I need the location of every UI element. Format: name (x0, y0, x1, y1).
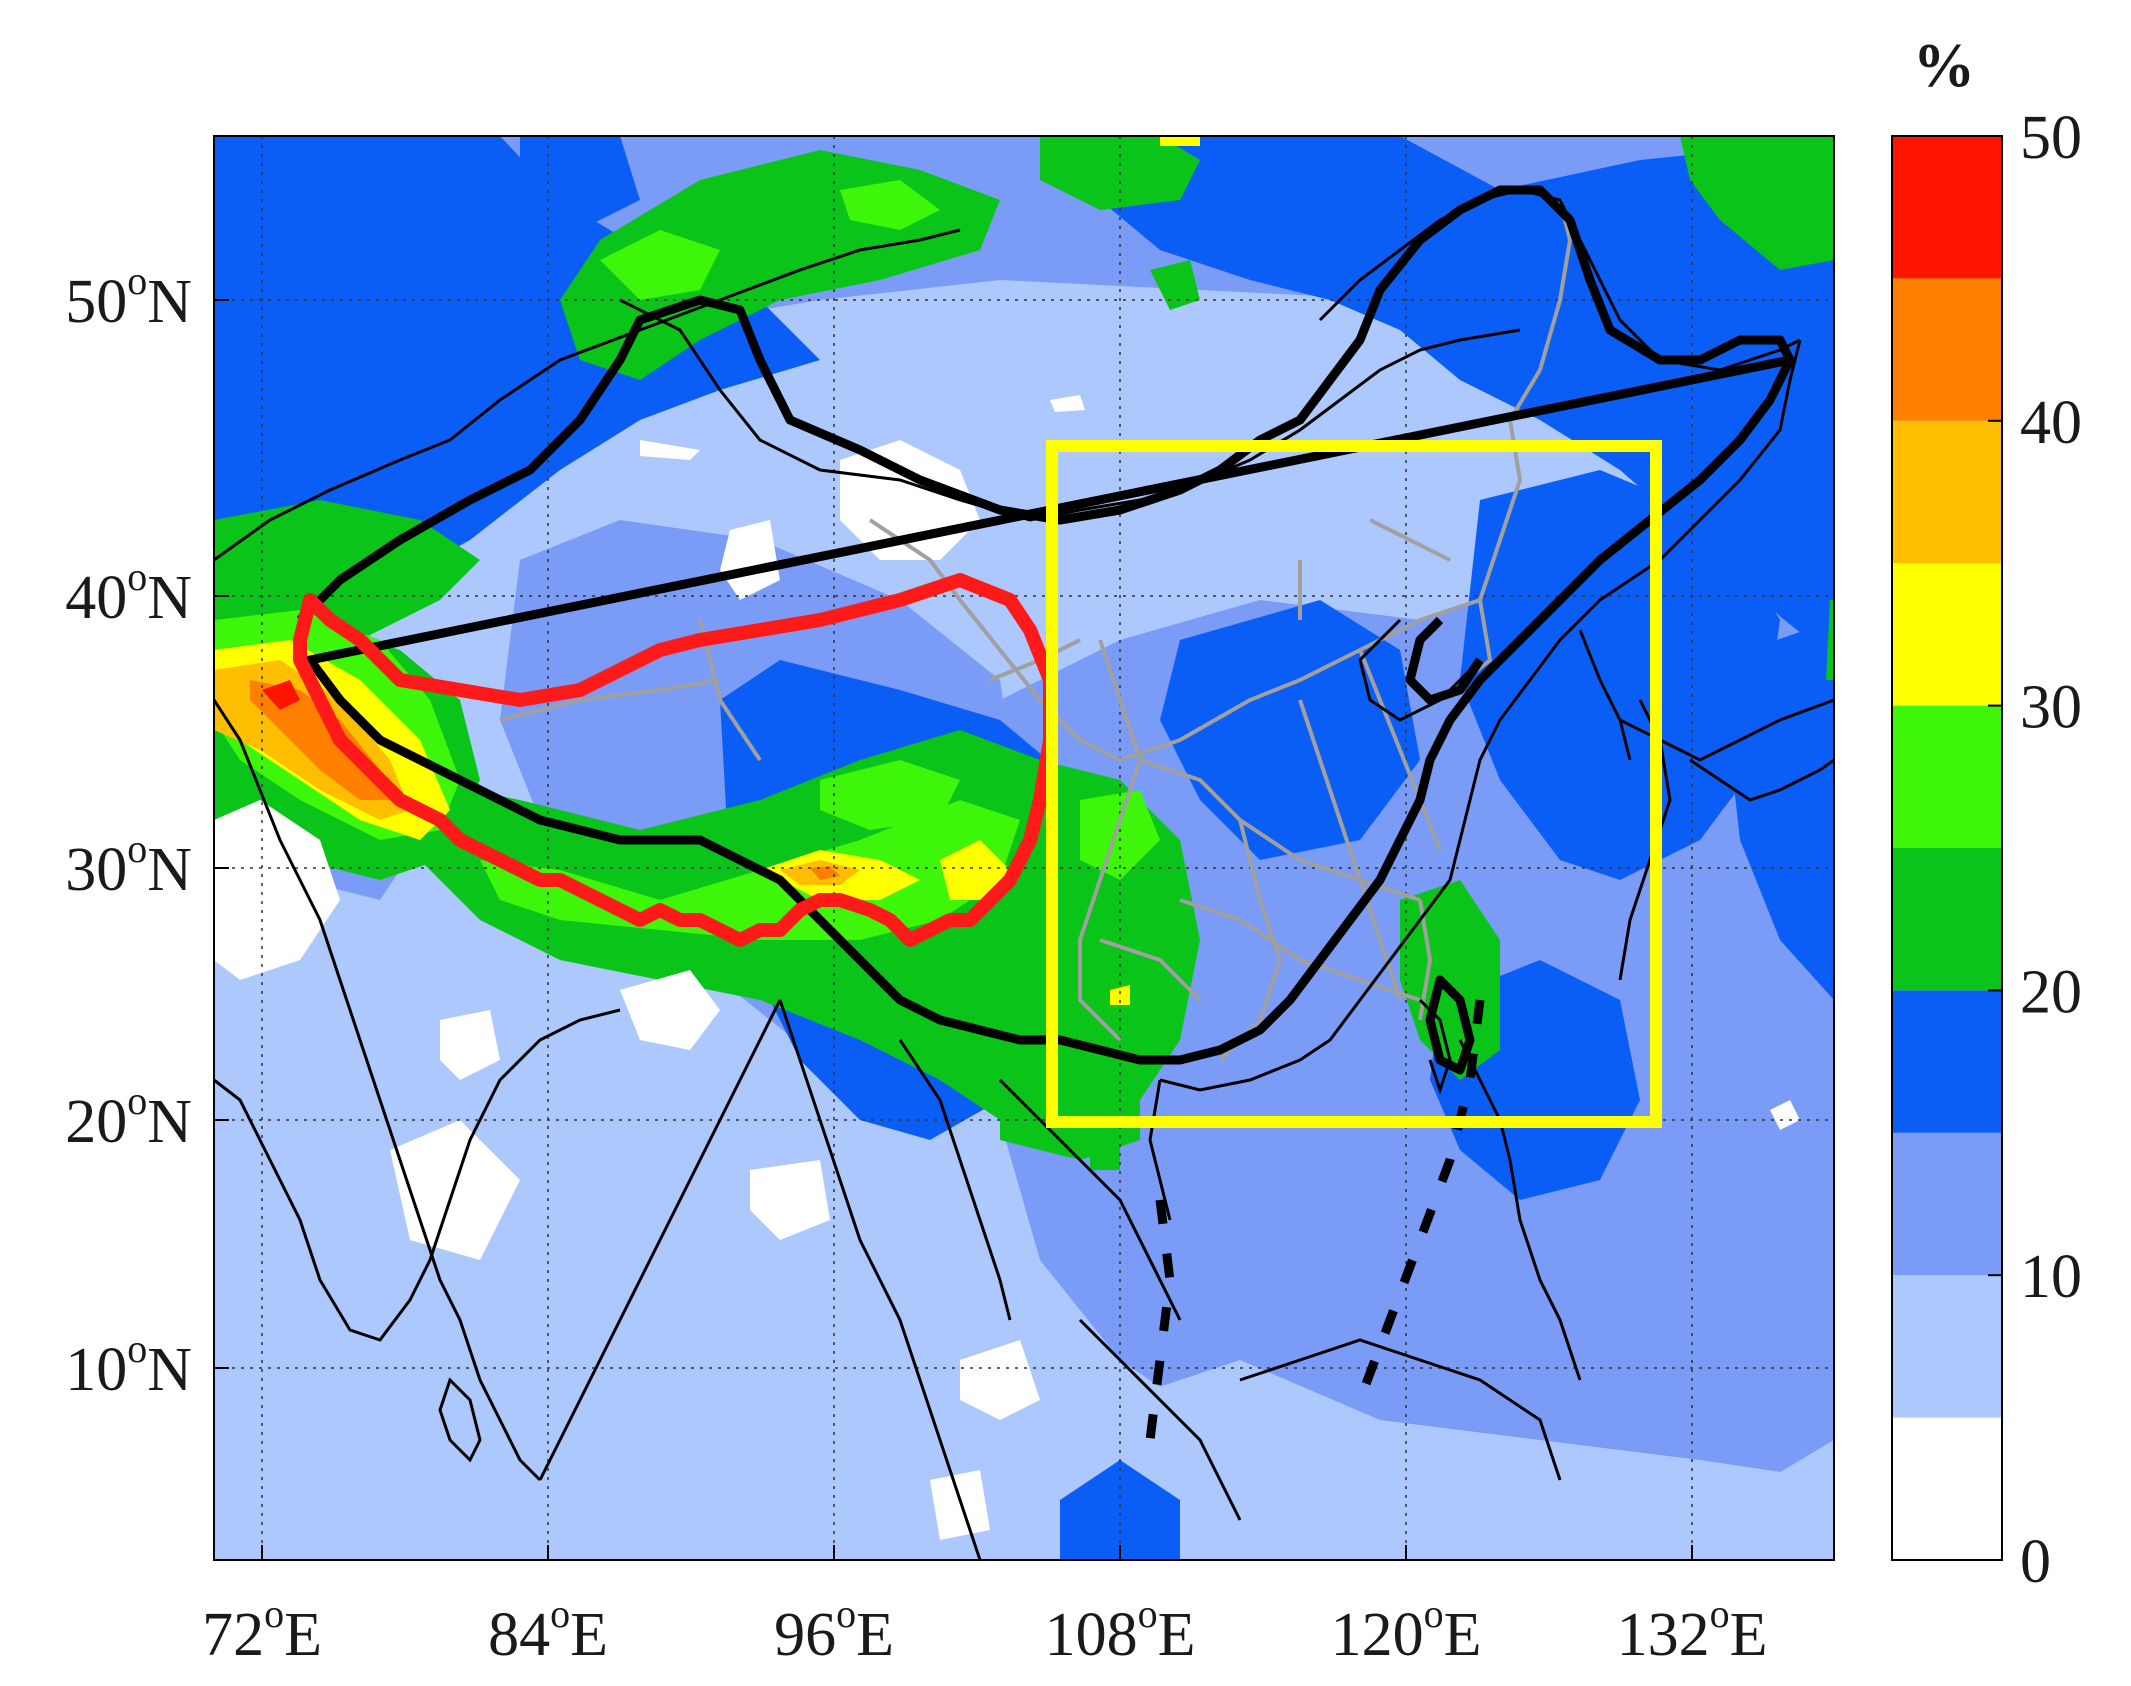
colorbar-tick-label-40: 40 (2020, 389, 2082, 457)
tibetan-plateau-outline (293, 573, 1057, 947)
colorbar-tick-label-30: 30 (2020, 674, 2082, 742)
colorbar-swatch-1 (1892, 1275, 2002, 1418)
colorbar-swatches (1892, 136, 2002, 1560)
axis-ticks (214, 299, 1693, 1560)
y-tick-label-50: 50oN (65, 258, 192, 336)
field-red (262, 680, 300, 710)
y-tick-label-20: 20oN (65, 1078, 192, 1156)
field-orange (250, 680, 840, 880)
colorbar-swatch-0 (1892, 1417, 2002, 1560)
colorbar-swatch-7 (1892, 420, 2002, 564)
x-tick-label-108: 108oE (1045, 1591, 1196, 1669)
colorbar-tick-label-10: 10 (2020, 1243, 2082, 1311)
colorbar-unit-label: % (1913, 32, 1975, 100)
colorbar-swatch-8 (1892, 278, 2002, 421)
colorbar: % 0 10 20 30 40 50 (1891, 32, 2082, 1596)
colorbar-tick-label-20: 20 (2020, 958, 2082, 1026)
map-area (214, 136, 1834, 1560)
colorbar-swatch-3 (1892, 990, 2002, 1133)
colorbar-swatch-2 (1892, 1132, 2002, 1276)
x-tick-labels: 72oE 84oE 96oE 108oE 120oE 132oE (202, 1591, 1767, 1669)
y-tick-labels: 10oN 20oN 30oN 40oN 50oN (65, 258, 192, 1404)
x-tick-label-120: 120oE (1331, 1591, 1482, 1669)
colorbar-swatch-4 (1892, 848, 2002, 991)
colorbar-tick-label-0: 0 (2020, 1528, 2051, 1596)
y-tick-label-10: 10oN (65, 1326, 192, 1404)
map-frame (213, 135, 1835, 1561)
colorbar-tick-label-50: 50 (2020, 104, 2082, 172)
colorbar-swatch-9 (1892, 136, 2002, 279)
nine-dash-line (1145, 999, 1485, 1441)
colorbar-ticks: 0 10 20 30 40 50 (1988, 104, 2082, 1596)
china-border (296, 185, 1795, 1075)
field-white (214, 395, 1800, 1540)
x-tick-label-72: 72oE (202, 1591, 322, 1669)
colorbar-swatch-5 (1892, 705, 2002, 848)
coastlines (214, 188, 1834, 1560)
x-tick-label-132: 132oE (1617, 1591, 1768, 1669)
colorbar-frame (1891, 135, 2003, 1561)
y-tick-label-30: 30oN (65, 826, 192, 904)
y-tick-label-40: 40oN (65, 554, 192, 632)
x-tick-label-84: 84oE (488, 1591, 608, 1669)
study-region-box (1046, 440, 1662, 1128)
x-tick-label-96: 96oE (774, 1591, 894, 1669)
colorbar-swatch-6 (1892, 563, 2002, 706)
